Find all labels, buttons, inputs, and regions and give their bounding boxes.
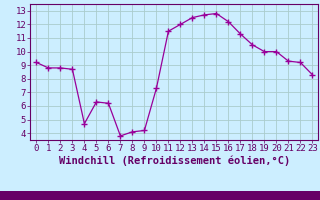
X-axis label: Windchill (Refroidissement éolien,°C): Windchill (Refroidissement éolien,°C) — [59, 156, 290, 166]
